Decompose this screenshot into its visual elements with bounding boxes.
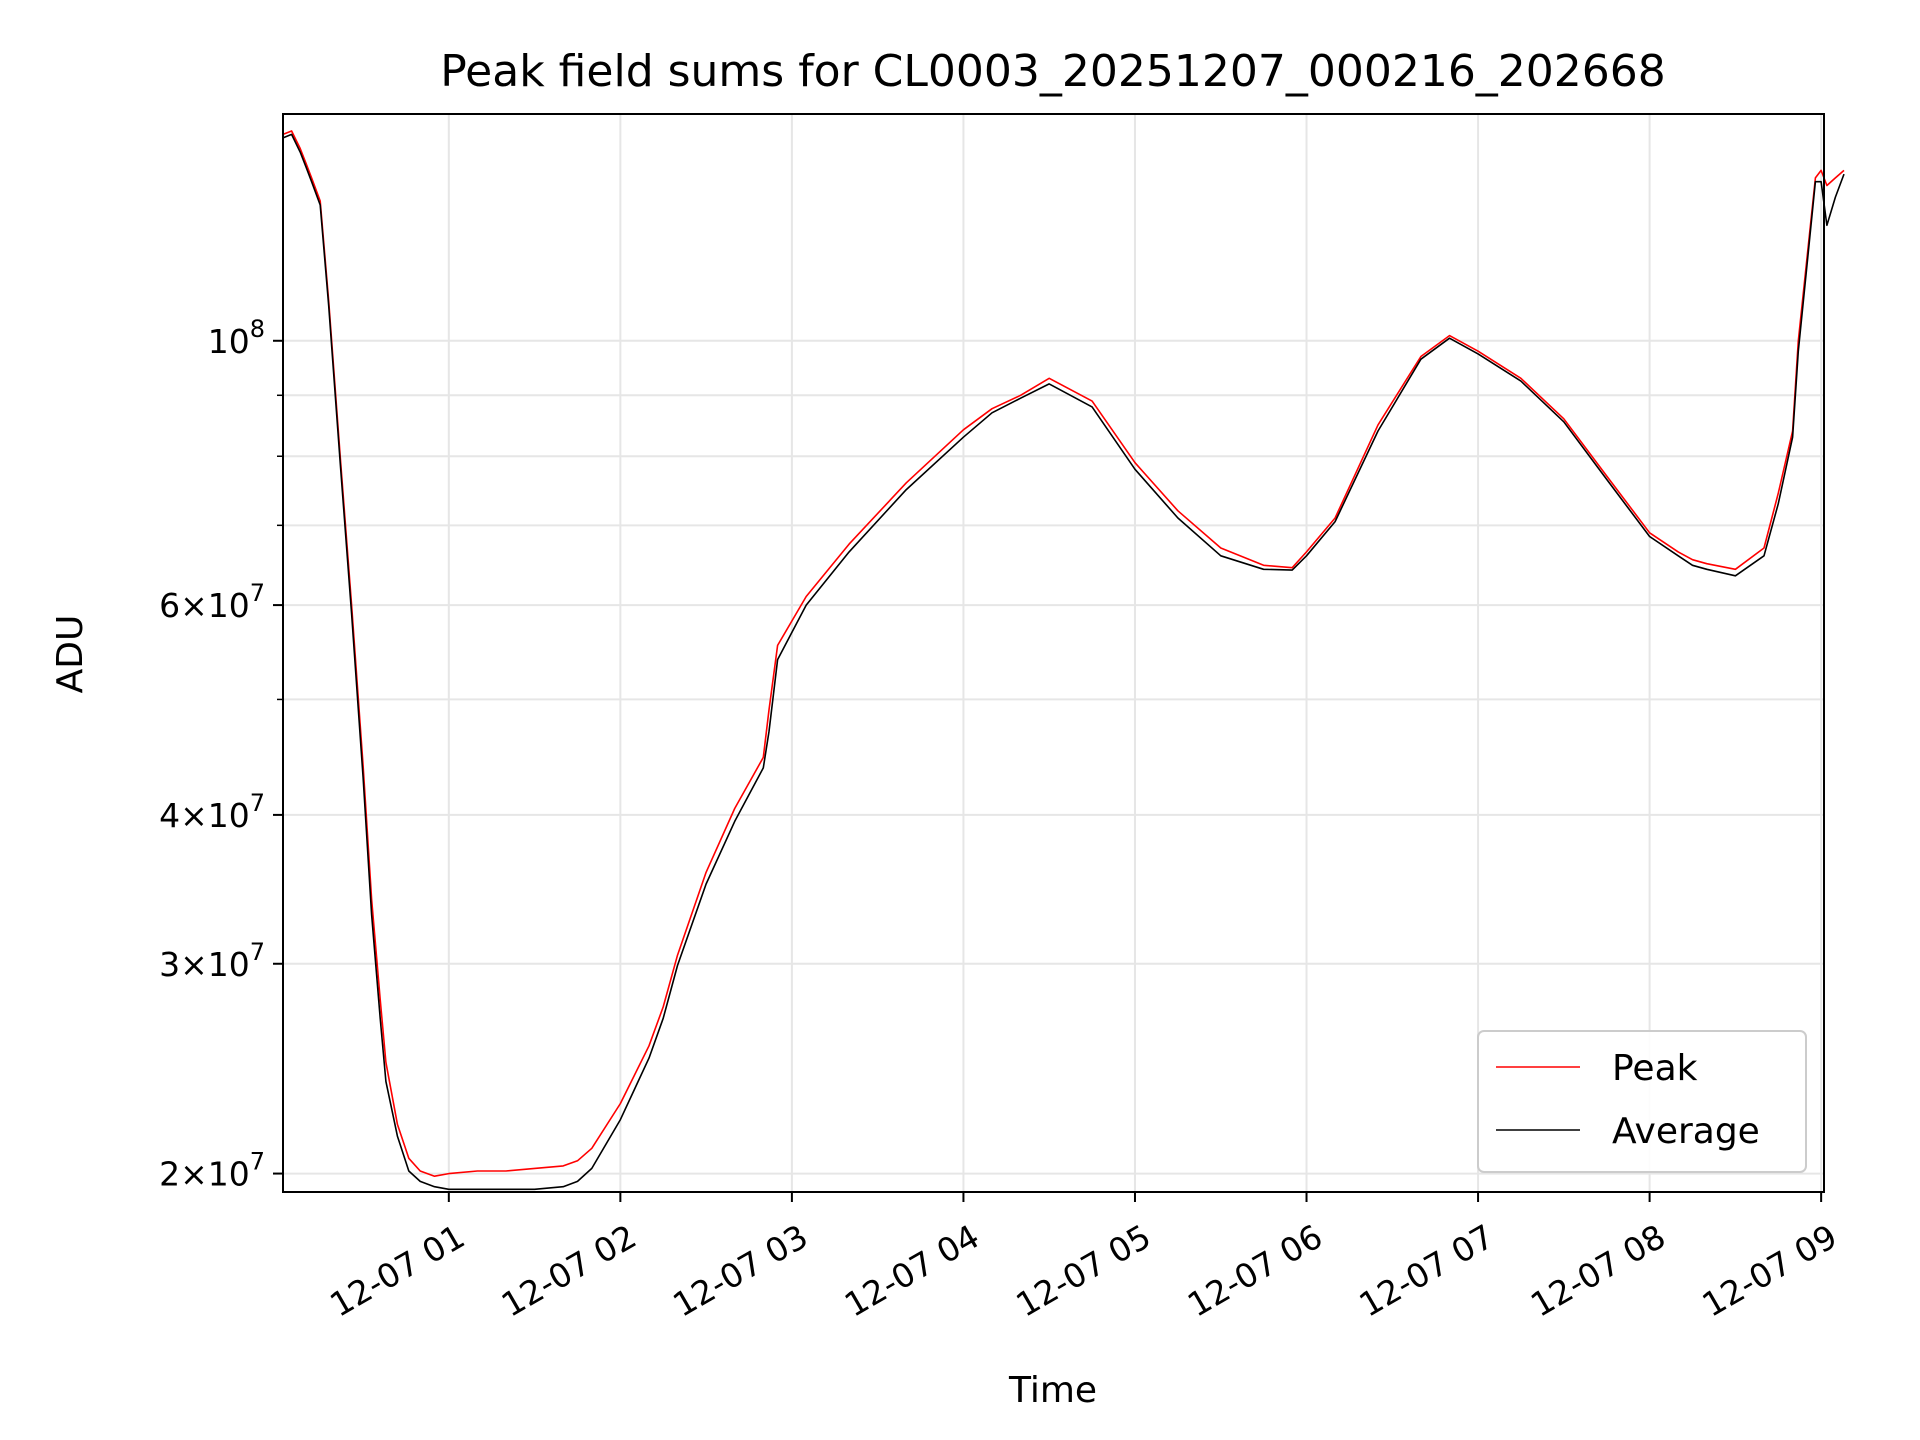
y-tick-label: 3×107	[159, 938, 265, 984]
legend-label-peak: Peak	[1612, 1048, 1698, 1089]
y-axis-ticks: 2×107 3×107 4×107 6×107 108	[159, 315, 283, 1194]
y-tick-label: 2×107	[159, 1148, 265, 1194]
x-axis-label: Time	[1008, 1370, 1097, 1411]
series-layer	[282, 130, 1845, 1191]
series-line-peak	[282, 130, 1845, 1177]
legend: Peak Average	[1477, 1030, 1807, 1173]
plot-frame	[282, 113, 1825, 1193]
y-tick-label: 4×107	[159, 789, 265, 835]
y-tick-label: 108	[208, 315, 265, 361]
chart-title: Peak field sums for CL0003_20251207_0002…	[440, 46, 1666, 97]
y-tick-label: 6×107	[159, 579, 265, 625]
grid	[283, 114, 1824, 1192]
y-axis-label: ADU	[50, 615, 91, 694]
legend-label-average: Average	[1612, 1111, 1760, 1152]
series-line-average	[282, 133, 1845, 1191]
